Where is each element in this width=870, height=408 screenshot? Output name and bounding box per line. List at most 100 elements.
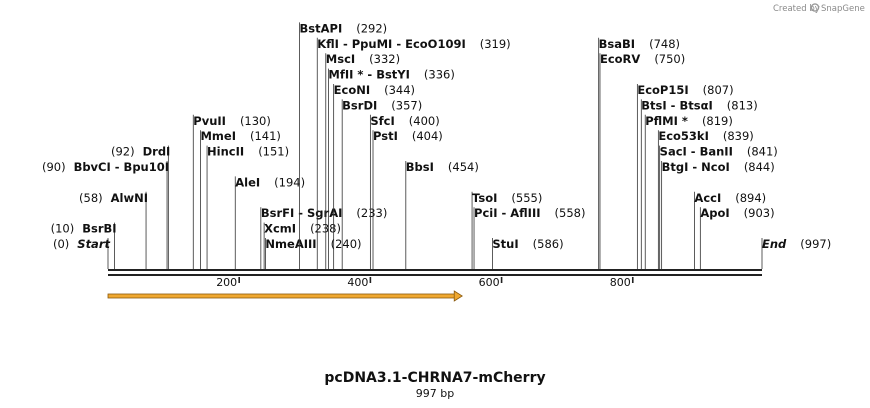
cut-site-ecop15i[interactable]: EcoP15I (807): [636, 83, 734, 269]
cut-site-position: (454): [448, 160, 479, 174]
cut-site-position: (233): [356, 206, 387, 220]
cut-site-position: (555): [511, 191, 542, 205]
cut-site-name[interactable]: Start: [77, 237, 110, 251]
cut-site-position: (841): [747, 145, 778, 159]
cut-site-sfci[interactable]: SfcI (400): [369, 114, 440, 269]
cut-site-btsi[interactable]: BtsI - BtsαI (813): [640, 98, 758, 269]
cut-site-position: (336): [424, 68, 455, 82]
ruler-tick-label: 400: [347, 276, 368, 289]
cut-site-pvuii[interactable]: PvuII (130): [192, 114, 271, 269]
cut-site-name[interactable]: MmeI: [200, 129, 236, 143]
cut-site-mfli[interactable]: MfII * - BstYI (336): [328, 68, 455, 269]
cut-site-name[interactable]: Eco53kI: [658, 129, 709, 143]
cut-site-name[interactable]: StuI: [492, 237, 518, 251]
map-title: pcDNA3.1-CHRNA7-mCherry: [324, 370, 545, 386]
backbone-bottom-strand: [108, 274, 762, 276]
cut-site-name[interactable]: PstI: [373, 129, 398, 143]
cut-site-name[interactable]: BsrBI: [82, 222, 116, 236]
cut-site-name[interactable]: BsaBI: [599, 37, 635, 51]
cut-site-position: (151): [258, 145, 289, 159]
cut-site-name[interactable]: MscI: [326, 52, 355, 66]
cut-site-position: (92): [111, 145, 135, 159]
cut-site-bsrdi[interactable]: BsrDI (357): [341, 98, 422, 269]
cut-site-eco53ki[interactable]: Eco53kI (839): [657, 129, 754, 269]
cut-site-btgi[interactable]: BtgI - NcoI (844): [661, 160, 775, 269]
cut-site-position: (292): [356, 21, 387, 35]
cut-site-position: (997): [800, 237, 831, 251]
cut-site-position: (0): [53, 237, 69, 251]
cut-site-name[interactable]: NmeAIII: [265, 237, 316, 251]
cut-site-position: (404): [412, 129, 443, 143]
cut-site-name[interactable]: DrdI: [143, 145, 171, 159]
cut-site-position: (357): [391, 98, 422, 112]
cut-site-bsabi[interactable]: BsaBI (748): [598, 37, 680, 269]
cut-site-name[interactable]: PvuII: [193, 114, 226, 128]
cut-site-psti[interactable]: PstI (404): [372, 129, 443, 269]
cut-site-pcii[interactable]: PciI - AflIII (558): [473, 206, 585, 269]
cut-site-position: (344): [384, 83, 415, 97]
ruler-tick-label: 600: [479, 276, 500, 289]
cut-site-name[interactable]: SfcI: [370, 114, 394, 128]
cut-site-mmei[interactable]: MmeI (141): [200, 129, 281, 269]
cut-site-end[interactable]: End (997): [761, 237, 831, 269]
cut-sites: Start(0)BsrBI(10)AlwNI(58)BbvCI - Bpu10I…: [42, 21, 831, 269]
cut-site-name[interactable]: EcoNI: [334, 83, 370, 97]
cut-site-name[interactable]: EcoRV: [600, 52, 640, 66]
cut-site-name[interactable]: BsrFI - SgrAI: [261, 206, 343, 220]
cut-site-bbvci[interactable]: BbvCI - Bpu10I (90): [42, 160, 169, 269]
cut-site-position: (319): [480, 37, 511, 51]
cut-site-name[interactable]: BsrDI: [342, 98, 377, 112]
cut-site-name[interactable]: HincII: [207, 145, 244, 159]
cut-site-position: (807): [703, 83, 734, 97]
cut-site-name[interactable]: End: [762, 237, 787, 251]
cut-site-name[interactable]: BtsI - BtsαI: [641, 98, 712, 112]
cut-site-name[interactable]: BstAPI: [300, 21, 343, 35]
cut-site-name[interactable]: EcoP15I: [637, 83, 688, 97]
cut-site-name[interactable]: AccI: [694, 191, 721, 205]
feature-arrow-body[interactable]: [107, 293, 456, 299]
cut-site-name[interactable]: TsoI: [472, 191, 497, 205]
cut-site-name[interactable]: MfII * - BstYI: [328, 68, 410, 82]
cut-site-bstapi[interactable]: BstAPI (292): [299, 21, 388, 269]
cut-site-alwni[interactable]: AlwNI (58): [79, 191, 148, 269]
cut-site-name[interactable]: PciI - AflIII: [474, 206, 541, 220]
ruler-tick-label: 200: [216, 276, 237, 289]
cut-site-ecorv[interactable]: EcoRV (750): [599, 52, 685, 269]
cut-site-saci[interactable]: SacI - BanII (841): [659, 145, 778, 269]
cut-site-kfli[interactable]: KflI - PpuMI - EcoO109I (319): [316, 37, 511, 269]
cut-site-name[interactable]: BbsI: [406, 160, 434, 174]
cut-site-name[interactable]: BbvCI - Bpu10I: [74, 160, 169, 174]
cut-site-econi[interactable]: EcoNI (344): [333, 83, 415, 269]
cut-site-stui[interactable]: StuI (586): [491, 237, 564, 269]
feature-arrow[interactable]: [107, 290, 463, 302]
cut-site-name[interactable]: PflMI *: [645, 114, 688, 128]
cut-site-bsrfi[interactable]: BsrFI - SgrAI (233): [260, 206, 388, 269]
cut-site-hincii[interactable]: HincII (151): [206, 145, 289, 269]
cut-site-acci[interactable]: AccI (894): [694, 191, 766, 269]
cut-site-name[interactable]: AleI: [235, 175, 260, 189]
cut-site-position: (750): [654, 52, 685, 66]
cut-site-drdi[interactable]: DrdI (92): [111, 145, 170, 269]
snapgene-logo-icon: [810, 3, 820, 12]
cut-site-name[interactable]: SacI - BanII: [660, 145, 733, 159]
cut-site-name[interactable]: KflI - PpuMI - EcoO109I: [317, 37, 465, 51]
cut-site-bsrbi[interactable]: BsrBI (10): [51, 222, 117, 269]
backbone-top-strand: [108, 269, 762, 271]
cut-site-position: (903): [744, 206, 775, 220]
cut-site-start[interactable]: Start (0): [53, 237, 111, 269]
cut-site-name[interactable]: XcmI: [264, 222, 296, 236]
cut-site-tsoi[interactable]: TsoI (555): [471, 191, 542, 269]
cut-site-name[interactable]: BtgI - NcoI: [662, 160, 730, 174]
cut-site-name[interactable]: AlwNI: [111, 191, 148, 205]
feature-arrow-head[interactable]: [453, 290, 463, 302]
cut-site-pflmi[interactable]: PflMI * (819): [644, 114, 733, 269]
cut-site-apoi[interactable]: ApoI (903): [699, 206, 775, 269]
cut-site-name[interactable]: ApoI: [700, 206, 729, 220]
cut-site-bbsi[interactable]: BbsI (454): [405, 160, 479, 269]
cut-site-nmeaiii[interactable]: NmeAIII (240): [265, 237, 362, 269]
cut-site-position: (586): [533, 237, 564, 251]
cut-site-alei[interactable]: AleI (194): [234, 175, 305, 269]
cut-site-position: (748): [649, 37, 680, 51]
cut-site-position: (10): [51, 222, 75, 236]
cut-site-msci[interactable]: MscI (332): [325, 52, 400, 269]
